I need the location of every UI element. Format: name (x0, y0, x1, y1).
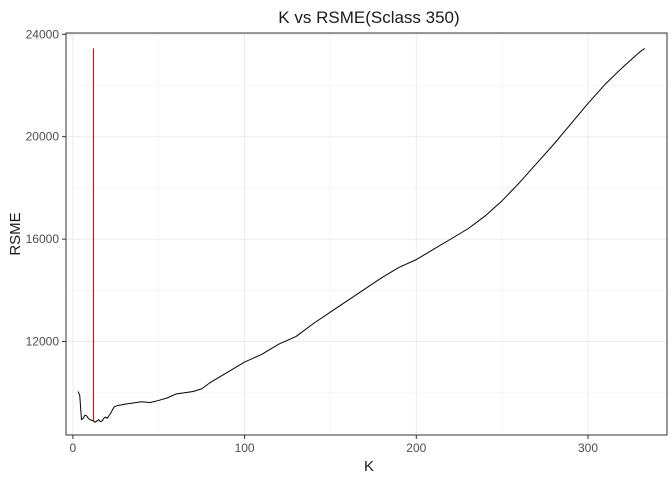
x-axis-label: K (364, 458, 374, 475)
y-tick-label: 20000 (26, 130, 60, 144)
ticks: 0 100 200 300 12000 16000 20000 24000 (26, 27, 599, 455)
rmse-series-line (77, 47, 645, 423)
y-axis-label: RSME (7, 212, 24, 255)
x-tick-label: 100 (235, 441, 255, 455)
panel-border (65, 32, 668, 436)
y-tick-label: 16000 (26, 232, 60, 246)
x-tick-label: 300 (578, 441, 598, 455)
chart-title: K vs RSME(Sclass 350) (278, 8, 459, 27)
x-tick-label: 200 (406, 441, 426, 455)
y-tick-label: 12000 (26, 335, 60, 349)
data-layer (77, 47, 645, 423)
y-tick-label: 24000 (26, 27, 60, 41)
x-tick-label: 0 (70, 441, 77, 455)
grid (66, 33, 667, 435)
